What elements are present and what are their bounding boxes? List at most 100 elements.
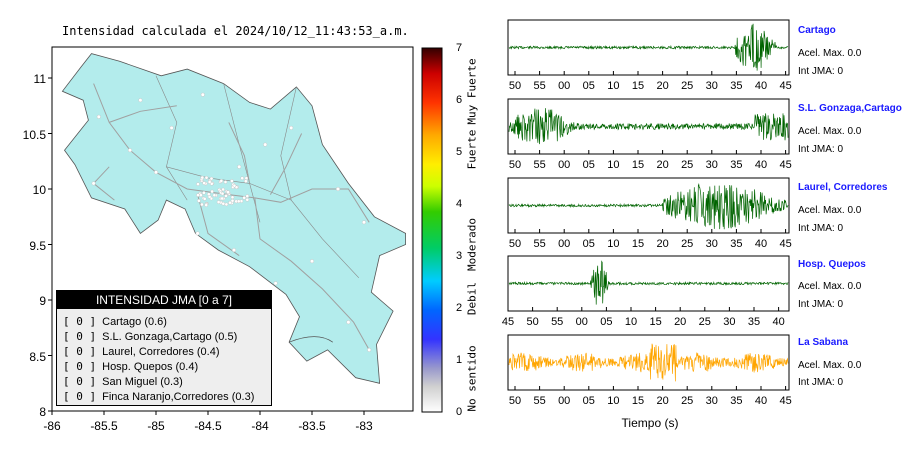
waveform-tick-label: 00 <box>558 395 570 407</box>
waveform-tick-label: 40 <box>755 395 767 407</box>
land-polygon <box>61 53 406 384</box>
station-dot <box>196 182 200 186</box>
station-dot <box>195 231 200 236</box>
province-border <box>223 83 261 223</box>
station-dot <box>197 198 201 203</box>
legend-item: [ 0 ] San Miguel (0.3) <box>63 375 183 388</box>
station-dot <box>230 195 235 200</box>
waveform-tick-label: 10 <box>607 395 619 407</box>
waveform-tick-label: 20 <box>656 159 668 171</box>
waveform-tick-label: 30 <box>723 316 735 328</box>
station-dot <box>310 259 315 264</box>
waveform-tick-label: 55 <box>533 395 545 407</box>
waveform-tick-label: 25 <box>699 316 711 328</box>
waveform-panel: 50 55 00 05 10 15 20 25 30 35 40 45 <box>507 177 792 250</box>
station-dot <box>230 179 234 183</box>
station-dot <box>204 175 209 180</box>
waveform-tick-label: 35 <box>730 159 742 171</box>
waveform-tick-label: 35 <box>730 238 742 250</box>
waveform-tick-label: 25 <box>681 80 693 92</box>
waveform-tick-label: 20 <box>656 80 668 92</box>
legend-item: [ 0 ] Cartago (0.6) <box>63 315 167 328</box>
station-dot <box>240 176 244 180</box>
station-dot <box>220 191 225 196</box>
station-dot <box>245 197 250 202</box>
station-dot <box>202 197 207 201</box>
waveform-trace <box>508 23 789 71</box>
x-tick-label: -84 <box>251 419 269 433</box>
waveform-tick-label: 35 <box>730 80 742 92</box>
waveform-tick-label: 05 <box>583 80 595 92</box>
station-name: Hosp. Quepos <box>798 259 866 270</box>
waveform-x-axis-label: Tiempo (s) <box>621 416 679 430</box>
station-dot <box>153 170 158 175</box>
waveform-tick-label: 45 <box>779 159 791 171</box>
station-dot <box>245 194 250 198</box>
y-tick-label: 8 <box>39 405 46 419</box>
waveform-panel: 50 55 00 05 10 15 20 25 30 35 40 45 <box>507 98 792 171</box>
station-dot <box>207 195 212 199</box>
station-dot <box>207 180 212 184</box>
station-intensity: Int JMA: 0 <box>798 223 844 234</box>
station-dot <box>219 179 224 183</box>
station-dot <box>367 347 372 352</box>
station-dot <box>226 190 230 194</box>
colorbar-tick: 6 <box>455 94 463 106</box>
waveform-tick-label: 45 <box>779 395 791 407</box>
y-tick-label: 11 <box>33 72 46 86</box>
station-dot <box>221 201 226 206</box>
colorbar-tick: 0 <box>455 406 463 418</box>
station-dot <box>263 142 268 147</box>
waveform-tick-label: 10 <box>607 159 619 171</box>
waveform-tick-label: 50 <box>509 395 521 407</box>
legend-text: Cartago (0.6) <box>102 316 167 328</box>
province-border <box>166 166 292 201</box>
map-axis-ticks <box>48 77 365 415</box>
colorbar-tick: 2 <box>455 302 463 314</box>
waveform-tick-label: 40 <box>772 316 784 328</box>
station-intensity: Int JMA: 0 <box>798 66 844 77</box>
station-dot <box>228 200 232 205</box>
waveform-tick-label: 10 <box>607 238 619 250</box>
osa-coast <box>288 336 334 343</box>
station-acceleration: Acel. Max. 0.0 <box>798 48 862 59</box>
waveform-tick-label: 15 <box>632 238 644 250</box>
station-dot <box>127 148 132 153</box>
waveform-panel: 50 55 00 05 10 15 20 25 30 35 40 45 <box>507 334 792 407</box>
colorbar-gradient <box>421 47 443 413</box>
legend-level: [ 0 ] <box>63 330 97 343</box>
x-tick-label: -85 <box>147 419 165 433</box>
waveform-tick-label: 25 <box>681 159 693 171</box>
waveform-tick-label: 05 <box>583 395 595 407</box>
waveform-tick-label: 15 <box>632 80 644 92</box>
station-name: Cartago <box>798 25 836 36</box>
station-dot <box>169 125 174 130</box>
station-dot <box>209 176 214 181</box>
station-dot <box>242 195 246 200</box>
waveform-tick-label: 45 <box>502 316 514 328</box>
legend-level: [ 0 ] <box>63 390 97 403</box>
waveform-tick-label: 25 <box>681 238 693 250</box>
station-dot <box>202 190 206 195</box>
colorbar-tick: 3 <box>455 250 463 262</box>
legend-text: Hosp. Quepos (0.4) <box>102 361 199 373</box>
waveform-tick-label: 00 <box>558 159 570 171</box>
station-dot <box>223 180 228 184</box>
station-dot <box>200 202 204 207</box>
y-tick-label: 8.5 <box>29 350 46 364</box>
station-dot <box>212 193 217 197</box>
waveform-tick-label: 20 <box>674 316 686 328</box>
waveform-tick-label: 55 <box>551 316 563 328</box>
waveform-tick-label: 40 <box>755 80 767 92</box>
waveform-tick-label: 00 <box>558 80 570 92</box>
station-name: La Sabana <box>798 337 849 348</box>
station-dot <box>210 189 214 194</box>
road <box>254 197 370 351</box>
waveform-tick-label: 45 <box>779 80 791 92</box>
station-intensity: Int JMA: 0 <box>798 377 844 388</box>
waveform-tick-label: 05 <box>583 159 595 171</box>
station-dot <box>216 200 221 204</box>
colorbar-tick: 5 <box>455 146 463 158</box>
legend-level: [ 0 ] <box>63 360 97 373</box>
